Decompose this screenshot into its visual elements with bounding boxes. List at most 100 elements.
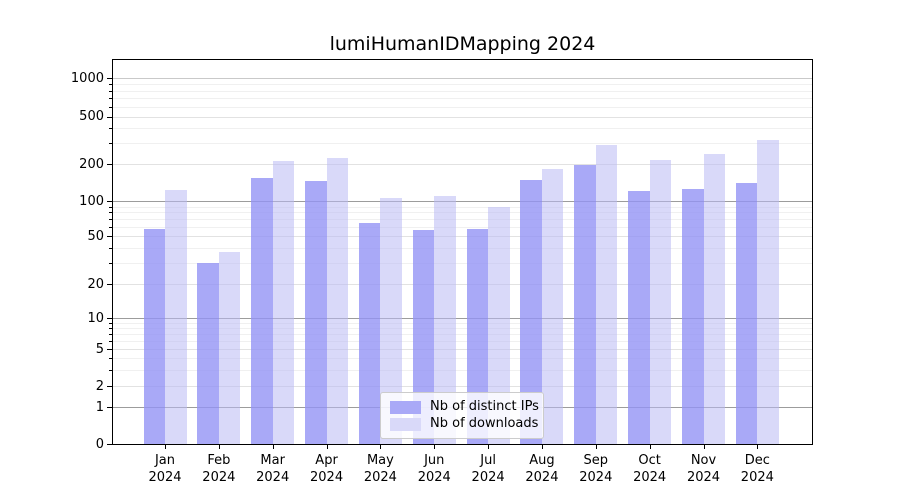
x-label-year: 2024	[256, 470, 290, 485]
bar-downloads-mar	[272, 161, 295, 444]
gridline-1000	[113, 78, 812, 80]
x-tick-aug	[541, 445, 543, 449]
x-label-month: Mar	[260, 453, 285, 468]
y-axis-tick-label: 500	[79, 109, 104, 125]
gridline-3	[113, 369, 812, 371]
x-tick-sep	[595, 445, 597, 449]
y-axis-tick-label: 1000	[70, 70, 104, 86]
x-tick-apr	[326, 445, 328, 449]
gridline-40	[113, 247, 812, 249]
bar-downloads-sep	[595, 145, 618, 444]
gridline-9	[113, 322, 812, 324]
gridline-10	[113, 318, 812, 320]
x-axis-tick-label: Apr 2024	[297, 452, 357, 486]
x-label-year: 2024	[471, 470, 505, 485]
bar-distinct-ips-jul	[466, 229, 489, 444]
y-tick-1	[107, 407, 112, 408]
x-label-year: 2024	[633, 470, 667, 485]
x-axis-tick-label: Nov 2024	[674, 452, 734, 486]
x-label-month: May	[366, 453, 394, 468]
legend-label-downloads: Nb of downloads	[430, 416, 539, 431]
x-axis-tick-label: Jul 2024	[458, 452, 518, 486]
y-axis-tick-label: 200	[79, 156, 104, 172]
bar-downloads-dec	[757, 140, 779, 444]
x-tick-nov	[703, 445, 705, 449]
y-tick-1000	[107, 78, 112, 80]
y-axis-tick-label: 0	[95, 436, 104, 452]
y-tick-10	[107, 318, 112, 320]
x-tick-mar	[272, 445, 274, 449]
bar-downloads-may	[380, 198, 402, 444]
gridline-4	[113, 358, 812, 359]
bar-downloads-apr	[326, 158, 349, 444]
legend-swatch-distinct-ips	[390, 400, 421, 414]
gridline-200	[113, 164, 812, 166]
bar-distinct-ips-apr	[305, 181, 327, 444]
axis-spine-bottom	[112, 444, 813, 445]
x-label-month: Aug	[529, 453, 555, 468]
x-tick-oct	[649, 445, 651, 449]
legend-swatch-downloads	[390, 417, 421, 431]
bar-distinct-ips-may	[358, 222, 381, 444]
x-tick-jul	[488, 445, 490, 449]
bar-distinct-ips-oct	[628, 191, 650, 444]
x-axis-tick-label: Jun 2024	[404, 452, 464, 486]
legend-item-downloads: Nb of downloads	[390, 417, 538, 431]
gridline-70	[113, 219, 812, 221]
y-minor-tick-20	[109, 284, 112, 285]
y-axis-tick-label: 50	[87, 228, 104, 244]
gridline-500	[113, 116, 812, 118]
axis-spine-top	[112, 59, 813, 60]
x-axis-tick-label: Dec 2024	[727, 452, 787, 486]
x-tick-dec	[757, 445, 759, 449]
bar-distinct-ips-jan	[143, 229, 165, 444]
y-minor-tick-9	[109, 322, 112, 324]
x-label-month: Nov	[690, 453, 717, 468]
bar-downloads-jul	[488, 206, 510, 444]
y-tick-0	[107, 444, 112, 445]
y-minor-tick-2	[109, 386, 112, 387]
y-minor-tick-90	[109, 206, 112, 208]
legend-item-distinct-ips: Nb of distinct IPs	[390, 400, 539, 414]
y-minor-tick-50	[109, 236, 112, 237]
bar-downloads-aug	[541, 169, 564, 444]
legend: Nb of distinct IPs Nb of downloads	[380, 392, 544, 439]
x-tick-jun	[434, 445, 436, 449]
x-axis-tick-label: Mar 2024	[243, 452, 303, 486]
bar-distinct-ips-jun	[412, 230, 435, 444]
gridline-90	[113, 206, 812, 208]
x-axis-tick-label: Oct 2024	[620, 452, 680, 486]
y-axis-tick-label: 20	[87, 276, 104, 292]
y-minor-tick-300	[109, 143, 112, 145]
x-axis-tick-label: Feb 2024	[189, 452, 249, 486]
y-minor-tick-7	[109, 334, 112, 336]
x-label-month: Jan	[154, 453, 176, 468]
x-axis-tick-label: Sep 2024	[566, 452, 626, 486]
bar-downloads-jun	[434, 196, 456, 444]
y-minor-tick-700	[109, 98, 112, 100]
y-tick-100	[107, 201, 112, 203]
gridline-8	[113, 328, 812, 330]
chart-title: lumiHumanIDMapping 2024	[329, 33, 596, 55]
gridline-20	[113, 284, 812, 285]
bar-downloads-jan	[165, 189, 187, 444]
gridline-100	[113, 201, 812, 203]
y-axis-tick-label: 1	[95, 399, 104, 415]
y-minor-tick-3	[109, 369, 112, 371]
gridline-300	[113, 143, 812, 145]
gridline-600	[113, 106, 812, 108]
x-label-year: 2024	[202, 470, 236, 485]
x-label-month: Jun	[424, 453, 445, 468]
y-minor-tick-900	[109, 84, 112, 86]
y-minor-tick-600	[109, 106, 112, 108]
x-label-year: 2024	[148, 470, 182, 485]
y-minor-tick-200	[109, 164, 112, 166]
x-label-month: Apr	[315, 453, 338, 468]
gridline-2	[113, 386, 812, 387]
axis-spine-left	[112, 59, 113, 445]
gridline-7	[113, 334, 812, 336]
y-minor-tick-8	[109, 328, 112, 330]
plot-area	[113, 59, 812, 444]
y-minor-tick-800	[109, 90, 112, 92]
